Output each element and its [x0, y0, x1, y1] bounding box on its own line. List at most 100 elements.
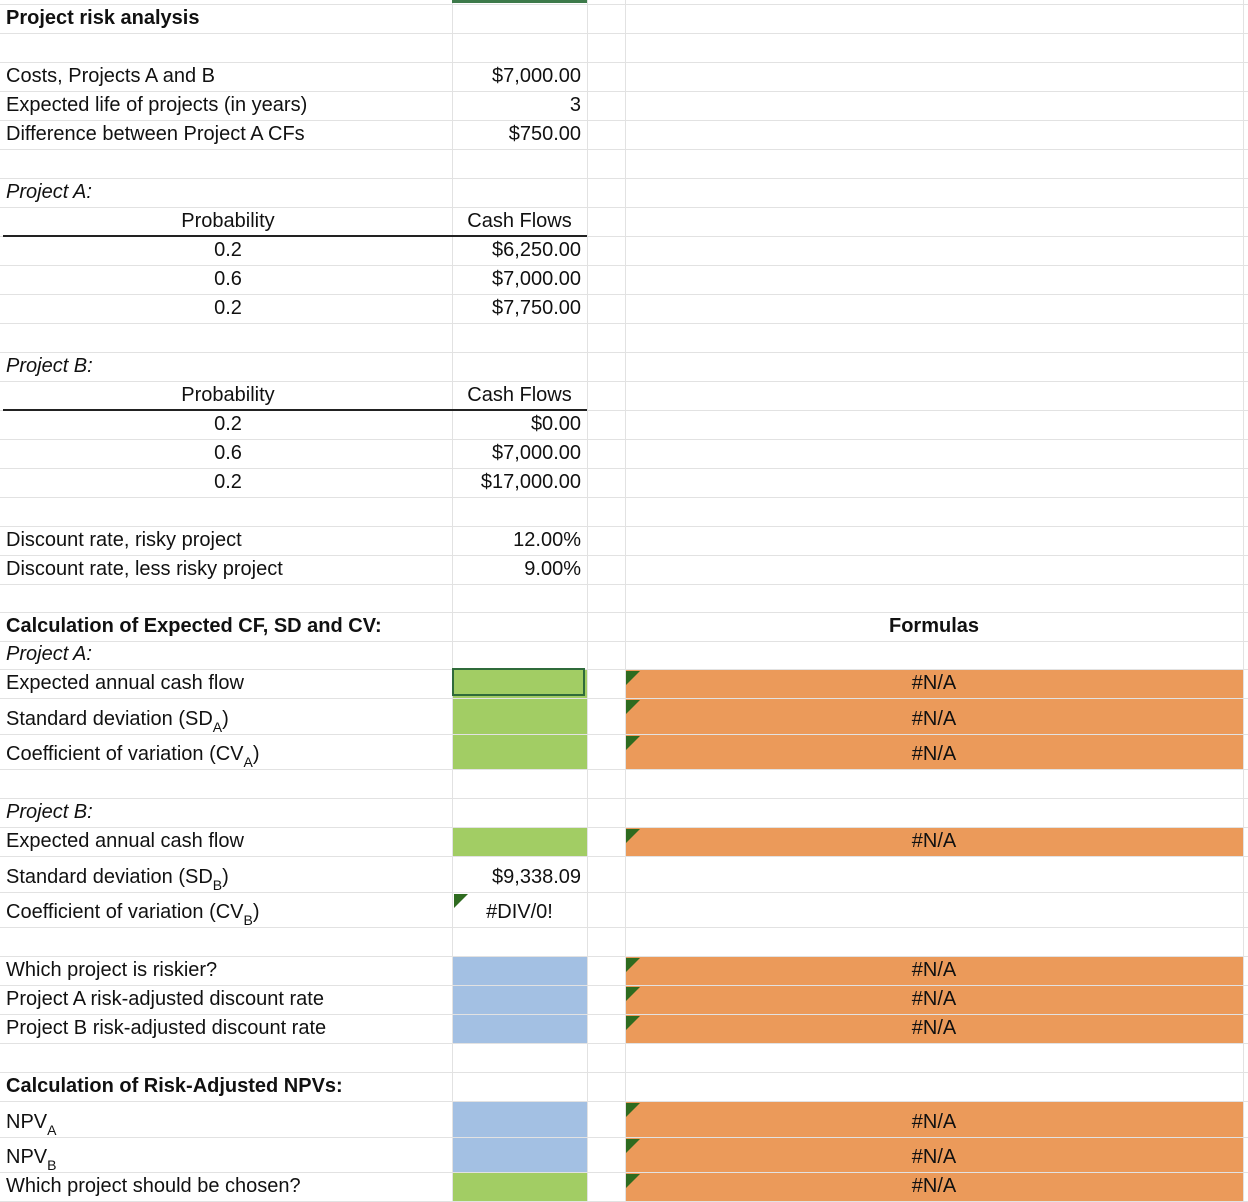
cell: #N/A	[625, 1172, 1243, 1201]
cell: $7,000.00	[452, 439, 587, 468]
cell-text: Project risk analysis	[6, 7, 200, 29]
cell: 12.00%	[452, 526, 587, 555]
input-cell[interactable]	[453, 828, 587, 856]
input-cell[interactable]	[453, 1138, 587, 1172]
input-cell[interactable]	[453, 735, 587, 769]
cell-text: Calculation of Expected CF, SD and CV:	[6, 615, 382, 637]
cell-text: 0.6	[214, 442, 242, 464]
cell-text: $0.00	[530, 413, 581, 435]
grid-line	[0, 892, 1248, 893]
comment-marker	[454, 894, 468, 908]
cell: 9.00%	[452, 555, 587, 584]
grid-line	[0, 294, 1248, 295]
grid-line	[0, 856, 1248, 857]
input-cell[interactable]	[453, 1102, 587, 1137]
cell-text: #DIV/0!	[486, 901, 553, 923]
cell: Calculation of Risk-Adjusted NPVs:	[0, 1072, 452, 1101]
cell-text: Which project should be chosen?	[6, 1175, 301, 1197]
grid-line	[452, 0, 453, 1202]
header-underline	[3, 409, 587, 411]
cell-text: #N/A	[911, 1146, 957, 1168]
grid-line	[0, 149, 1248, 150]
cell: $9,338.09	[452, 856, 587, 892]
cell-text: #N/A	[911, 708, 957, 730]
cell-text: Cash Flows	[467, 384, 572, 406]
cell-text: 3	[569, 94, 581, 116]
cell: #N/A	[625, 827, 1243, 856]
cell-text: $7,000.00	[492, 442, 581, 464]
cell: $7,000.00	[452, 265, 587, 294]
cell-text: Standard deviation (SD	[6, 708, 213, 730]
cell: Project B risk-adjusted discount rate	[0, 1014, 452, 1043]
cell-text: Project B:	[6, 355, 93, 377]
column-marker	[452, 0, 587, 3]
input-cell[interactable]	[453, 699, 587, 734]
cell: Project A:	[0, 178, 452, 207]
header-underline	[3, 235, 587, 237]
formula-cell	[626, 1138, 1243, 1172]
input-cell[interactable]	[453, 1173, 587, 1201]
grid-line	[0, 439, 1248, 440]
cell-text: Cash Flows	[467, 210, 572, 232]
cell-text: Coefficient of variation (CV	[6, 743, 244, 765]
comment-marker	[626, 736, 640, 750]
cell-text: Formulas	[888, 615, 980, 637]
cell: Project A:	[0, 641, 452, 669]
grid-line	[0, 1172, 1248, 1173]
grid-line	[0, 1014, 1248, 1015]
cell: #N/A	[625, 956, 1243, 985]
cell: Calculation of Expected CF, SD and CV:	[0, 612, 452, 641]
cell-text: Project B:	[6, 801, 93, 823]
cell: Cash Flows	[452, 207, 587, 236]
grid-line	[0, 207, 1248, 208]
grid-line	[0, 526, 1248, 527]
grid-line	[0, 641, 1248, 642]
input-cell[interactable]	[453, 957, 587, 985]
grid-line	[0, 178, 1248, 179]
cell-text: NPV	[6, 1146, 48, 1168]
cell-text: )	[252, 901, 260, 923]
grid-line	[0, 956, 1248, 957]
cell: Expected life of projects (in years)	[0, 91, 452, 120]
cell: $7,000.00	[452, 62, 587, 91]
cell: $6,250.00	[452, 236, 587, 265]
formula-cell	[626, 735, 1243, 769]
cell-text: #N/A	[911, 672, 957, 694]
cell: 3	[452, 91, 587, 120]
cell: #N/A	[625, 734, 1243, 769]
cell-text: 0.2	[214, 471, 242, 493]
cell-text: 0.2	[214, 239, 242, 261]
cell: Formulas	[625, 612, 1243, 641]
grid-line	[0, 91, 1248, 92]
grid-line	[0, 33, 1248, 34]
cell: Cash Flows	[452, 381, 587, 410]
cell-text: Standard deviation (SD	[6, 866, 213, 888]
cell: #N/A	[625, 985, 1243, 1014]
grid-line	[0, 798, 1248, 799]
cell: #N/A	[625, 669, 1243, 698]
cell-text: $7,750.00	[492, 297, 581, 319]
cell-text: Project A:	[6, 643, 92, 665]
grid-line	[0, 352, 1248, 353]
selected-cell[interactable]	[452, 668, 585, 696]
formula-cell	[626, 699, 1243, 734]
input-cell[interactable]	[453, 986, 587, 1014]
cell-text: Project A:	[6, 181, 92, 203]
grid-line	[0, 669, 1248, 670]
cell-text: A	[243, 754, 253, 770]
comment-marker	[626, 829, 640, 843]
cell: 0.6	[0, 265, 456, 294]
cell-text: $750.00	[508, 123, 581, 145]
cell: Difference between Project A CFs	[0, 120, 452, 149]
input-cell[interactable]	[453, 670, 587, 698]
input-cell[interactable]	[453, 1015, 587, 1043]
grid-line	[0, 62, 1248, 63]
grid-line	[0, 985, 1248, 986]
cell-text: $7,000.00	[492, 65, 581, 87]
grid-line	[625, 0, 626, 1202]
cell: Costs, Projects A and B	[0, 62, 452, 91]
cell-text: Probability	[181, 384, 275, 406]
cell: Standard deviation (SD A)	[0, 698, 452, 735]
comment-marker	[626, 958, 640, 972]
cell: #N/A	[625, 1137, 1243, 1172]
